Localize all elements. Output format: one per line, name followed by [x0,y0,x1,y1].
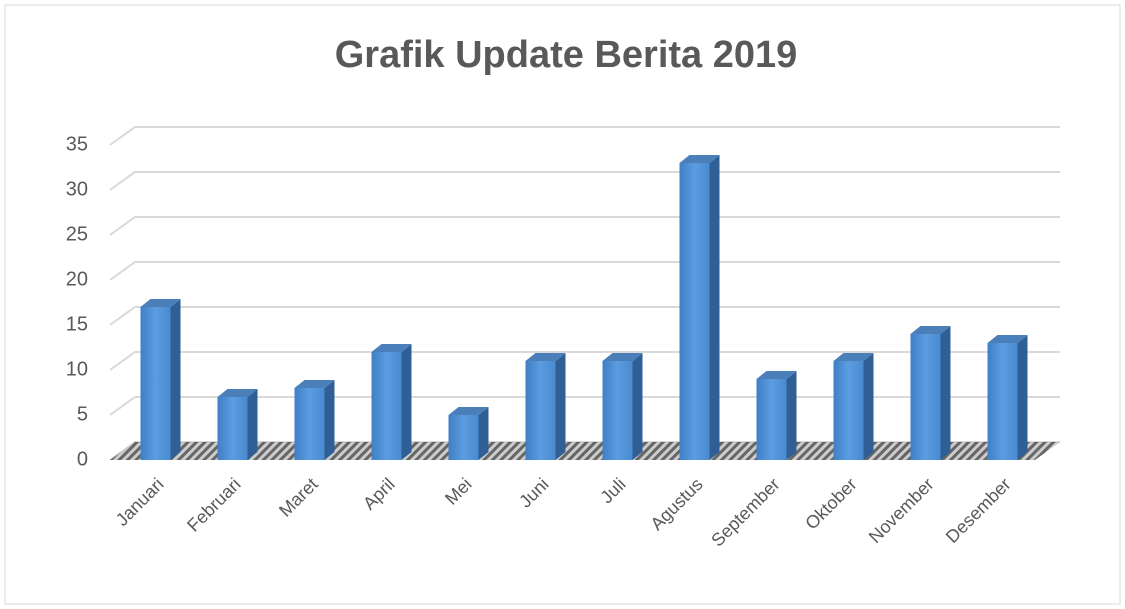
y-tick-label: 20 [66,268,88,290]
bar-front [217,397,248,460]
bar-side [940,326,951,460]
y-tick-label: 5 [77,403,88,425]
bar [217,389,258,460]
bar-side [863,353,874,460]
grid-line [109,126,1060,146]
bar-front [448,415,479,460]
bar-top [833,353,874,361]
bar [987,335,1028,460]
bar-front [987,343,1018,460]
bar-top [987,335,1028,343]
floor [110,442,1060,460]
bar-top [294,380,335,388]
bar-top [525,353,566,361]
grid-line [109,261,1060,281]
bar [910,326,951,460]
bar-side [478,407,489,460]
bar-top [679,155,720,163]
y-tick-label: 15 [66,313,88,335]
bar-side [632,353,643,460]
bar-front [371,352,402,460]
bar [448,407,489,460]
bar-top [217,389,258,397]
bar-front [756,379,787,460]
bar-top [910,326,951,334]
chart-title: Grafik Update Berita 2019 [335,34,798,76]
grid-line [109,306,1060,326]
bar-front [525,361,556,460]
bar-side [401,344,412,460]
bar-side [709,155,720,460]
grid-line [109,216,1060,236]
y-tick-label: 35 [66,133,88,155]
y-tick-label: 25 [66,223,88,245]
bar-side [786,371,797,460]
bar [525,353,566,460]
bar-top [756,371,797,379]
bar-side [324,380,335,460]
chart-frame [4,4,1121,605]
bar-front [679,163,710,460]
bar-side [247,389,258,460]
bar [679,155,720,460]
bar-top [448,407,489,415]
bar-side [1017,335,1028,460]
y-tick-label: 10 [66,358,88,380]
grid-line [109,396,1060,416]
bar [602,353,643,460]
y-tick-label: 0 [77,448,88,470]
bar-side [170,299,181,460]
bar-top [602,353,643,361]
bar-top [371,344,412,352]
bar [756,371,797,460]
bar-front [602,361,633,460]
grid-line [109,351,1060,371]
bar-top [140,299,181,307]
bar-front [910,334,941,460]
y-tick-label: 30 [66,178,88,200]
bar [371,344,412,460]
bar-front [833,361,864,460]
bar-front [294,388,325,460]
bar [140,299,181,460]
bar [833,353,874,460]
bar-side [555,353,566,460]
grid-line [109,171,1060,191]
bar-front [140,307,171,460]
bar [294,380,335,460]
